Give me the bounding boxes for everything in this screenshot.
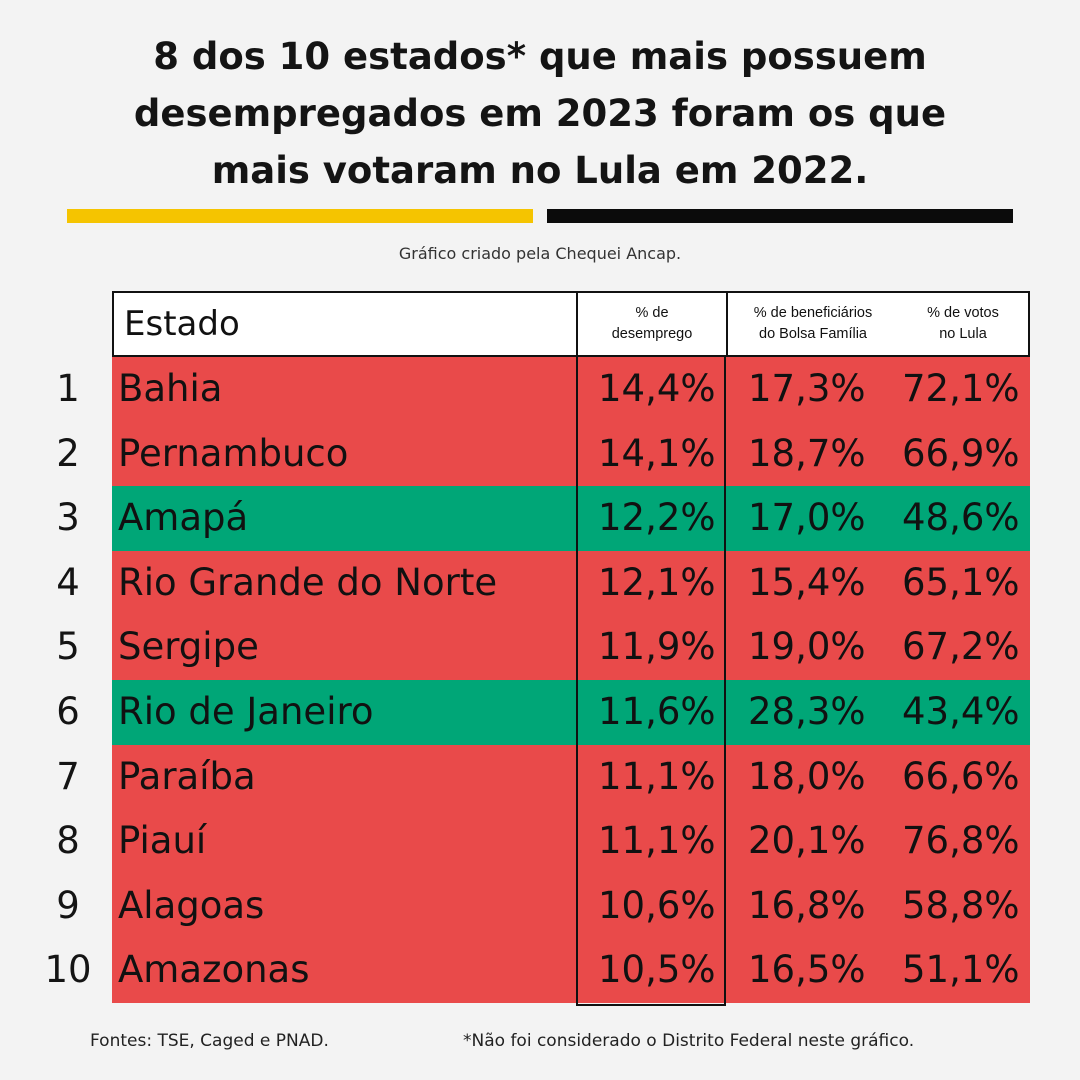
table-row: Amazonas 10,5% 16,5% 51,1% xyxy=(112,938,1030,1003)
header-desemprego: % de desemprego xyxy=(578,303,726,345)
header-desemprego-line-1: % de xyxy=(635,305,669,321)
rank-number: 3 xyxy=(56,496,80,540)
votos-value: 43,4% xyxy=(902,690,1020,733)
table-row: Piauí 11,1% 20,1% 76,8% xyxy=(112,809,1030,874)
votos-value: 58,8% xyxy=(902,883,1020,927)
rank-number: 8 xyxy=(56,819,80,863)
desemprego-value: 11,9% xyxy=(598,625,716,669)
table-row: Rio de Janeiro 11,6% 28,3% 43,4% xyxy=(112,680,1030,745)
state-name: Paraíba xyxy=(118,754,256,798)
table-row: Pernambuco 14,1% 18,7% 66,9% xyxy=(112,421,1030,487)
page-title: 8 dos 10 estados* que mais possuem desem… xyxy=(60,28,1020,199)
title-line-2: desempregados em 2023 foram os que xyxy=(133,92,947,135)
bolsa-value: 18,7% xyxy=(748,431,866,475)
desemprego-value: 10,5% xyxy=(598,948,716,992)
title-line-1: 8 dos 10 estados* que mais possuem xyxy=(153,35,927,78)
header-bolsa-line-2: do Bolsa Família xyxy=(759,326,867,342)
rank-number: 2 xyxy=(56,431,80,475)
bolsa-value: 15,4% xyxy=(748,560,866,604)
bolsa-value: 16,8% xyxy=(748,883,866,927)
table-row: Amapá 12,2% 17,0% 48,6% xyxy=(112,486,1030,551)
votos-value: 76,8% xyxy=(902,819,1020,863)
rank-number: 9 xyxy=(56,883,80,927)
votos-value: 48,6% xyxy=(902,496,1020,540)
black-divider-bar xyxy=(547,209,1013,223)
state-name: Piauí xyxy=(118,819,207,863)
bolsa-value: 17,0% xyxy=(748,496,866,540)
yellow-divider-bar xyxy=(67,209,533,223)
rank-number: 6 xyxy=(56,690,80,733)
state-name: Sergipe xyxy=(118,625,259,669)
votos-value: 67,2% xyxy=(902,625,1020,669)
sources-note: Fontes: TSE, Caged e PNAD. xyxy=(90,1031,329,1051)
desemprego-value: 14,4% xyxy=(598,367,716,410)
state-name: Bahia xyxy=(118,367,223,410)
rank-number: 5 xyxy=(56,625,80,669)
votos-value: 65,1% xyxy=(902,560,1020,604)
desemprego-value: 10,6% xyxy=(598,883,716,927)
desemprego-value: 14,1% xyxy=(598,431,716,475)
table-row: Bahia 14,4% 17,3% 72,1% xyxy=(112,357,1030,422)
header-desemprego-line-2: desemprego xyxy=(611,326,693,342)
header-votos: % de votos no Lula xyxy=(898,303,1028,345)
header-votos-line-2: no Lula xyxy=(939,326,987,342)
bolsa-value: 19,0% xyxy=(748,625,866,669)
chart-credit: Gráfico criado pela Chequei Ancap. xyxy=(398,244,682,263)
table-row: Rio Grande do Norte 12,1% 15,4% 65,1% xyxy=(112,550,1030,616)
header-votos-line-1: % de votos xyxy=(927,305,999,321)
bolsa-value: 20,1% xyxy=(748,819,866,863)
bolsa-value: 28,3% xyxy=(748,690,866,733)
votos-value: 66,9% xyxy=(902,431,1020,475)
table-row: Alagoas 10,6% 16,8% 58,8% xyxy=(112,873,1030,939)
rank-number: 7 xyxy=(56,754,80,798)
header-divider xyxy=(726,293,728,355)
footnote: *Não foi considerado o Distrito Federal … xyxy=(463,1031,915,1051)
votos-value: 51,1% xyxy=(902,948,1020,992)
bolsa-value: 18,0% xyxy=(748,754,866,798)
rank-number: 1 xyxy=(56,367,80,410)
table-row: Paraíba 11,1% 18,0% 66,6% xyxy=(112,744,1030,810)
table-row: Sergipe 11,9% 19,0% 67,2% xyxy=(112,615,1030,680)
rank-number: 4 xyxy=(56,560,80,604)
rank-number: 10 xyxy=(44,948,92,992)
state-name: Amazonas xyxy=(118,948,310,992)
desemprego-value: 11,1% xyxy=(598,754,716,798)
desemprego-value: 12,2% xyxy=(598,496,716,540)
title-line-3: mais votaram no Lula em 2022. xyxy=(211,149,869,192)
state-name: Alagoas xyxy=(118,883,265,927)
header-estado: Estado xyxy=(124,304,240,344)
state-name: Rio Grande do Norte xyxy=(118,560,498,604)
bolsa-value: 16,5% xyxy=(748,948,866,992)
bolsa-value: 17,3% xyxy=(748,367,866,410)
votos-value: 72,1% xyxy=(902,367,1020,410)
desemprego-value: 12,1% xyxy=(598,560,716,604)
state-name: Rio de Janeiro xyxy=(118,690,374,733)
header-divider xyxy=(576,293,578,355)
header-bolsa-line-1: % de beneficiários xyxy=(753,305,873,321)
votos-value: 66,6% xyxy=(902,754,1020,798)
table-header: Estado % de desemprego % de beneficiário… xyxy=(112,291,1030,357)
state-name: Amapá xyxy=(118,496,249,540)
desemprego-value: 11,6% xyxy=(598,690,716,733)
state-name: Pernambuco xyxy=(118,431,349,475)
desemprego-value: 11,1% xyxy=(598,819,716,863)
header-bolsa: % de beneficiários do Bolsa Família xyxy=(728,303,898,345)
